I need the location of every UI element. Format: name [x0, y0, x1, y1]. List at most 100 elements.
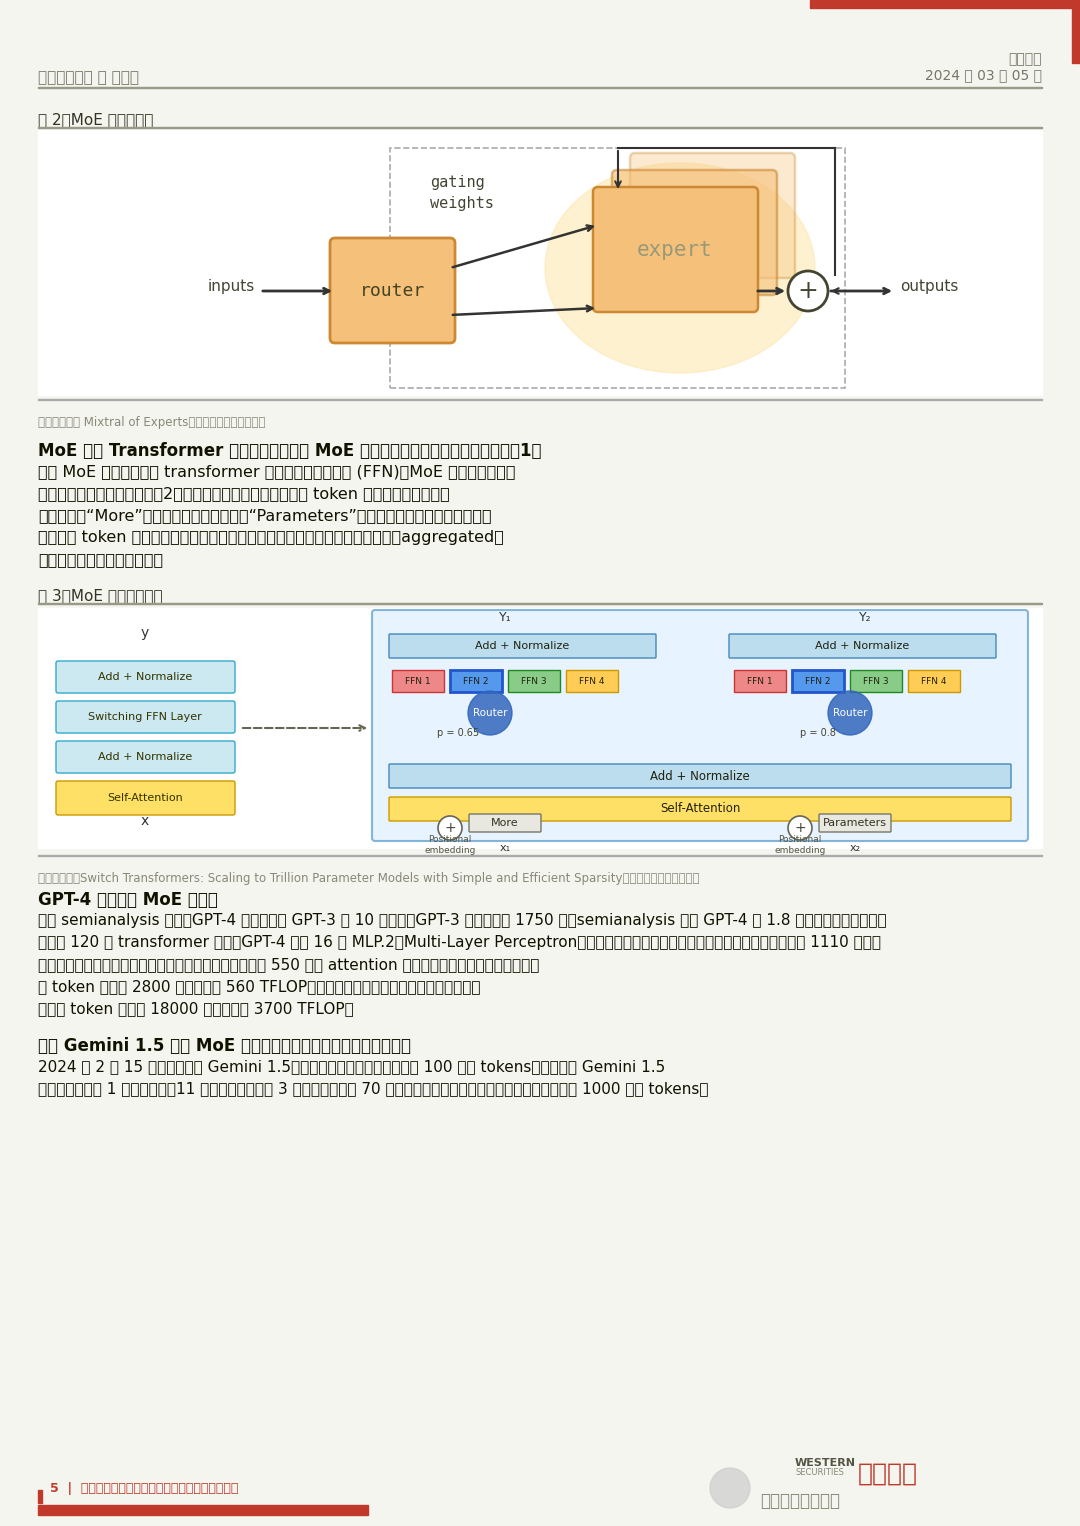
FancyBboxPatch shape: [389, 797, 1011, 821]
Text: y: y: [140, 626, 149, 639]
Text: x₂: x₂: [850, 842, 861, 853]
Text: 图 3：MoE 两个关键部分: 图 3：MoE 两个关键部分: [38, 588, 163, 603]
Text: Router: Router: [473, 708, 508, 719]
FancyBboxPatch shape: [389, 765, 1011, 787]
Text: outputs: outputs: [900, 279, 958, 295]
Text: FFN 4: FFN 4: [579, 676, 605, 685]
Text: 谷歌 Gemini 1.5 采用 MoE 架构，可一次性、高效处理大量信息。: 谷歌 Gemini 1.5 采用 MoE 架构，可一次性、高效处理大量信息。: [38, 1038, 411, 1054]
Bar: [1072, 0, 1080, 63]
Bar: [38, 1489, 42, 1503]
Text: 身也是一个独立的神经网络；2）门控网络或路由：决定输入的 token 激活哪些专家。例如: 身也是一个独立的神经网络；2）门控网络或路由：决定输入的 token 激活哪些专…: [38, 485, 449, 501]
Circle shape: [788, 816, 812, 839]
Bar: [810, 0, 1080, 8]
Text: x₁: x₁: [499, 842, 511, 853]
Text: Parameters: Parameters: [823, 818, 887, 829]
Text: Self-Attention: Self-Attention: [107, 794, 183, 803]
FancyBboxPatch shape: [56, 661, 235, 693]
Text: x: x: [140, 813, 149, 829]
FancyBboxPatch shape: [850, 670, 902, 691]
Text: Self-Attention: Self-Attention: [660, 803, 740, 815]
Text: FFN 3: FFN 3: [863, 676, 889, 685]
Text: gating: gating: [430, 175, 485, 191]
FancyBboxPatch shape: [56, 700, 235, 732]
Circle shape: [788, 272, 828, 311]
Text: FFN 3: FFN 3: [522, 676, 546, 685]
Text: 公众号・幻影智库: 公众号・幻影智库: [760, 1492, 840, 1511]
Text: 每次前向传递中会调用其中的两个专家模型；此外，还有 550 亿个 attention 共享参数。这样推理时，每生成一: 每次前向传递中会调用其中的两个专家模型；此外，还有 550 亿个 attenti…: [38, 957, 539, 972]
Text: MoE 基于 Transformer 架构，主要由稀疏 MoE 层和门控网络这两个关键部分组成。1）: MoE 基于 Transformer 架构，主要由稀疏 MoE 层和门控网络这两…: [38, 443, 541, 459]
Text: +: +: [797, 279, 819, 304]
FancyBboxPatch shape: [56, 742, 235, 774]
Ellipse shape: [545, 163, 815, 372]
Circle shape: [710, 1468, 750, 1508]
Circle shape: [438, 816, 462, 839]
FancyBboxPatch shape: [56, 781, 235, 815]
Bar: [38, 130, 1042, 395]
Text: 根据 semianalysis 文章，GPT-4 参数规模是 GPT-3 的 10 倍以上。GPT-3 的参数量约 1750 亿，semianalysis 推测: 根据 semianalysis 文章，GPT-4 参数规模是 GPT-3 的 1…: [38, 913, 887, 928]
Text: More: More: [491, 818, 518, 829]
Text: FFN 4: FFN 4: [921, 676, 947, 685]
Text: +: +: [444, 821, 456, 835]
Text: 资料来源：《 Mixtral of Experts》、西部证券研究发中心: 资料来源：《 Mixtral of Experts》、西部证券研究发中心: [38, 417, 266, 429]
Text: FFN 1: FFN 1: [747, 676, 773, 685]
Bar: [38, 1505, 368, 1515]
FancyBboxPatch shape: [729, 633, 996, 658]
FancyBboxPatch shape: [389, 633, 656, 658]
Bar: [38, 607, 1042, 848]
FancyBboxPatch shape: [330, 238, 455, 343]
Text: Add + Normalize: Add + Normalize: [815, 641, 909, 652]
Text: Add + Normalize: Add + Normalize: [98, 752, 192, 761]
Text: Y₁: Y₁: [499, 610, 511, 624]
Text: 况下单个 token 甚至可能被发送至多位专家。最后，所有专家的输出会被聚合（aggregated）: 况下单个 token 甚至可能被发送至多位专家。最后，所有专家的输出会被聚合（a…: [38, 530, 504, 545]
FancyBboxPatch shape: [372, 610, 1028, 841]
Text: 资料来源：《Switch Transformers: Scaling to Trillion Parameter Models with Simple and : 资料来源：《Switch Transformers: Scaling to Tr…: [38, 871, 700, 885]
Text: FFN 1: FFN 1: [405, 676, 431, 685]
Text: 分布在 120 个 transformer 层上。GPT-4 中有 16 个 MLP.2（Multi-Layer Perceptron，多层感知机）类型的专家，: 分布在 120 个 transformer 层上。GPT-4 中有 16 个 M…: [38, 935, 881, 951]
FancyBboxPatch shape: [819, 813, 891, 832]
Text: Add + Normalize: Add + Normalize: [98, 671, 192, 682]
Text: 起来，形成最终的模型输出。: 起来，形成最终的模型输出。: [38, 552, 163, 568]
Bar: [390, 148, 845, 388]
Text: 西部证券: 西部证券: [1009, 52, 1042, 66]
Text: weights: weights: [430, 195, 494, 211]
Text: Switching FFN Layer: Switching FFN Layer: [89, 713, 202, 722]
Text: 行业专题报告 ｜ 计算机: 行业专题报告 ｜ 计算机: [38, 70, 139, 85]
Text: 西部证券: 西部证券: [858, 1462, 918, 1486]
Circle shape: [828, 691, 872, 736]
Text: 成一个 token 需要约 18000 亿个参数和 3700 TFLOP。: 成一个 token 需要约 18000 亿个参数和 3700 TFLOP。: [38, 1001, 354, 1016]
FancyBboxPatch shape: [612, 169, 777, 295]
Circle shape: [468, 691, 512, 736]
Text: FFN 2: FFN 2: [463, 676, 489, 685]
Text: Positional
embedding: Positional embedding: [774, 835, 826, 855]
Text: 稀疏 MoE 层：取代传统 transformer 模型中的前馈网络层 (FFN)，MoE 层中每个专家本: 稀疏 MoE 层：取代传统 transformer 模型中的前馈网络层 (FFN…: [38, 464, 515, 479]
FancyBboxPatch shape: [908, 670, 960, 691]
Text: router: router: [360, 281, 426, 299]
FancyBboxPatch shape: [508, 670, 561, 691]
FancyBboxPatch shape: [593, 188, 758, 311]
Text: 2024 年 03 月 05 日: 2024 年 03 月 05 日: [924, 69, 1042, 82]
Text: p = 0.8: p = 0.8: [800, 728, 836, 739]
Text: inputs: inputs: [207, 279, 255, 295]
Text: expert: expert: [637, 240, 713, 259]
Text: Add + Normalize: Add + Normalize: [650, 769, 750, 783]
FancyBboxPatch shape: [450, 670, 502, 691]
FancyBboxPatch shape: [792, 670, 843, 691]
Text: WESTERN: WESTERN: [795, 1457, 856, 1468]
FancyBboxPatch shape: [734, 670, 786, 691]
Text: FFN 2: FFN 2: [806, 676, 831, 685]
Text: Router: Router: [833, 708, 867, 719]
Text: +: +: [794, 821, 806, 835]
Text: 个 token 仅需约 2800 亿个参数和 560 TFLOP。而相比之下，如果使用稠密模型，每次生: 个 token 仅需约 2800 亿个参数和 560 TFLOP。而相比之下，如…: [38, 980, 481, 993]
Text: Y₂: Y₂: [859, 610, 872, 624]
FancyBboxPatch shape: [630, 153, 795, 278]
Text: GPT-4 或已采用 MoE 架构。: GPT-4 或已采用 MoE 架构。: [38, 891, 218, 909]
FancyBboxPatch shape: [469, 813, 541, 832]
Text: SECURITIES: SECURITIES: [795, 1468, 843, 1477]
Text: 图 2：MoE 架构示意图: 图 2：MoE 架构示意图: [38, 111, 153, 127]
Text: 在下图中，“More”被发送到第二个专家，而“Parameters”被发送到第一个专家，在某些情: 在下图中，“More”被发送到第二个专家，而“Parameters”被发送到第一…: [38, 508, 491, 523]
Text: Add + Normalize: Add + Normalize: [475, 641, 569, 652]
Text: 2024 年 2 月 15 日，谷歌发布 Gemini 1.5，宣布将上下文窗口长度扩展到 100 万个 tokens，也就是说 Gemini 1.5: 2024 年 2 月 15 日，谷歌发布 Gemini 1.5，宣布将上下文窗口…: [38, 1059, 665, 1074]
FancyBboxPatch shape: [566, 670, 618, 691]
Text: 5  |  请务必仔细阅读报告尾部的投资评级说明和声明: 5 | 请务必仔细阅读报告尾部的投资评级说明和声明: [50, 1482, 239, 1495]
Text: 可以一次性处理 1 小时的视频、11 小时的音频、超过 3 万行代码或超过 70 万字的代码库。谷歌甚在研究中成功测试了多达 1000 万个 tokens。: 可以一次性处理 1 小时的视频、11 小时的音频、超过 3 万行代码或超过 70…: [38, 1080, 708, 1096]
